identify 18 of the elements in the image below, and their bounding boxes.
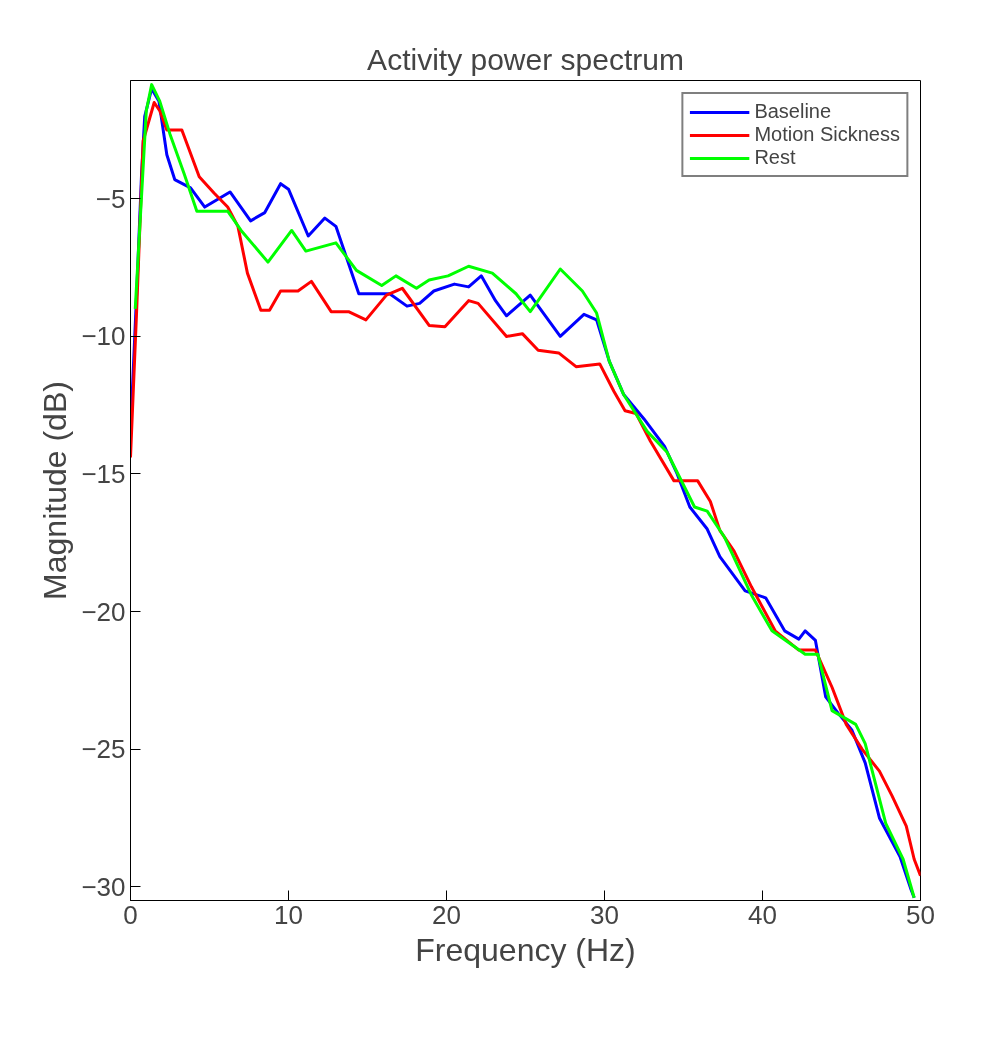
y-tick-label: −10 xyxy=(81,321,126,352)
chart-title: Activity power spectrum xyxy=(367,42,684,76)
x-tick-label: 10 xyxy=(274,899,303,930)
legend-label: Baseline xyxy=(754,100,832,123)
x-axis-title: Frequency (Hz) xyxy=(415,931,636,968)
x-tick-label: 20 xyxy=(432,899,461,930)
y-tick-label: −30 xyxy=(81,871,126,902)
y-tick-label: −20 xyxy=(81,596,126,627)
y-tick-label: −25 xyxy=(81,734,126,765)
x-tick-label: 40 xyxy=(748,899,777,930)
legend-label: Motion Sickness xyxy=(754,123,900,146)
x-tick-label: 50 xyxy=(906,899,935,930)
legend-label: Rest xyxy=(754,146,796,169)
x-tick-label: 30 xyxy=(590,899,619,930)
y-axis-title: Magnitude (dB) xyxy=(37,381,74,600)
y-tick-label: −15 xyxy=(81,458,126,489)
y-tick-label: −5 xyxy=(95,183,126,214)
x-tick-label: 0 xyxy=(123,899,138,930)
